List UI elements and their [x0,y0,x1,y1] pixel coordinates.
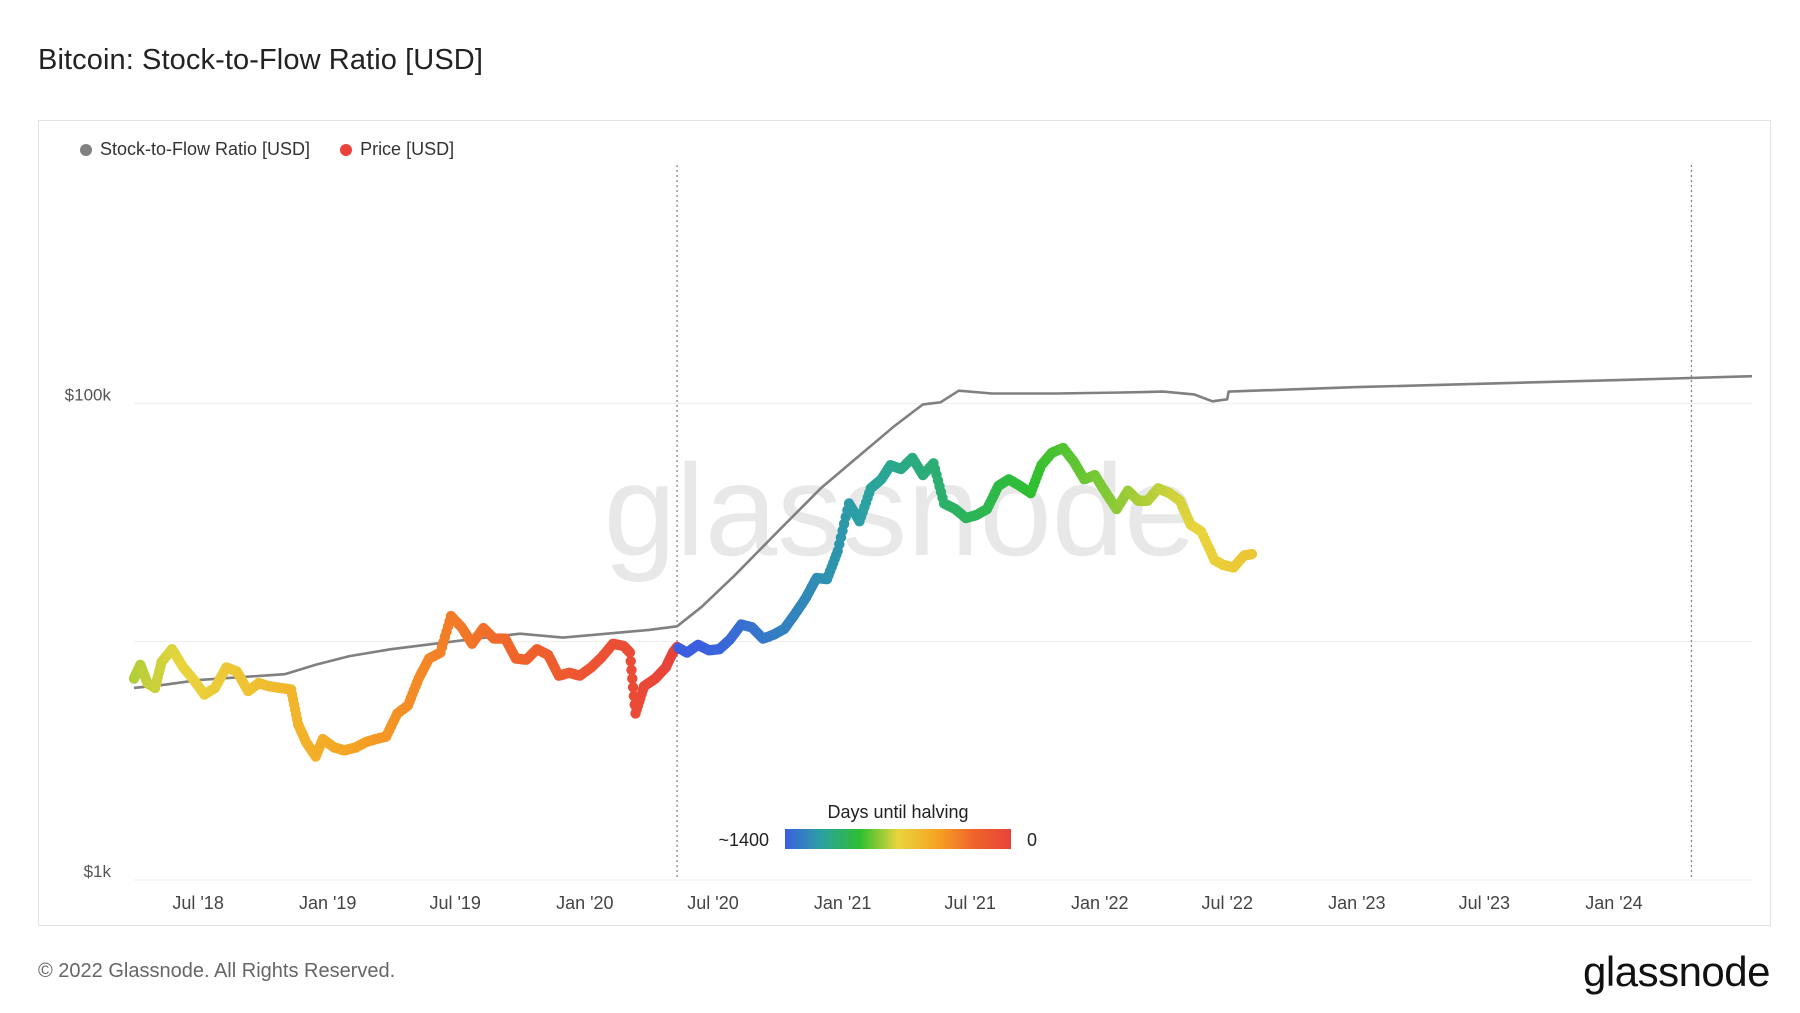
x-tick-label: Jan '24 [1585,893,1642,913]
price-point [626,664,637,676]
legend-item-price[interactable]: Price [USD] [340,139,454,160]
x-tick-label: Jan '22 [1071,893,1128,913]
watermark-text: glassnode [604,437,1197,583]
x-tick-label: Jan '21 [814,893,871,913]
legend-dot-price [340,143,353,156]
chart-frame [38,120,1771,926]
x-tick-label: Jul '20 [687,893,738,913]
legend-dot-s2f [80,143,92,156]
legend-label-s2f: Stock-to-Flow Ratio [USD] [100,139,311,159]
x-tick-label: Jul '21 [944,893,995,913]
x-tick-label: Jan '19 [299,893,356,913]
colorbar-max-label: 0 [1027,830,1037,850]
y-tick-label: $100k [65,385,112,404]
x-tick-label: Jul '23 [1459,893,1510,913]
colorbar-min-label: ~1400 [718,830,769,850]
chart-title: Bitcoin: Stock-to-Flow Ratio [USD] [38,44,483,76]
legend-label-price: Price [USD] [360,139,455,159]
x-tick-label: Jan '20 [556,893,613,913]
chart-legend: Stock-to-Flow Ratio [USD] Price [USD] [80,139,454,160]
x-tick-label: Jul '22 [1201,893,1252,913]
legend-item-s2f[interactable]: Stock-to-Flow Ratio [USD] [80,139,310,160]
x-tick-label: Jul '19 [429,893,480,913]
colorbar-gradient [785,829,1011,849]
price-point [625,656,636,667]
s2f-line [133,374,1753,690]
copyright-footer: © 2022 Glassnode. All Rights Reserved. [38,960,396,982]
price-point [624,647,636,658]
x-tick-label: Jul '18 [172,893,223,913]
y-tick-label: $1k [84,862,112,881]
price-point [627,673,638,684]
x-tick-label: Jan '23 [1328,893,1385,913]
price-point [627,682,639,693]
colorbar-title: Days until halving [827,802,968,822]
glassnode-logo: glassnode [1583,948,1770,995]
price-point [1246,548,1258,560]
